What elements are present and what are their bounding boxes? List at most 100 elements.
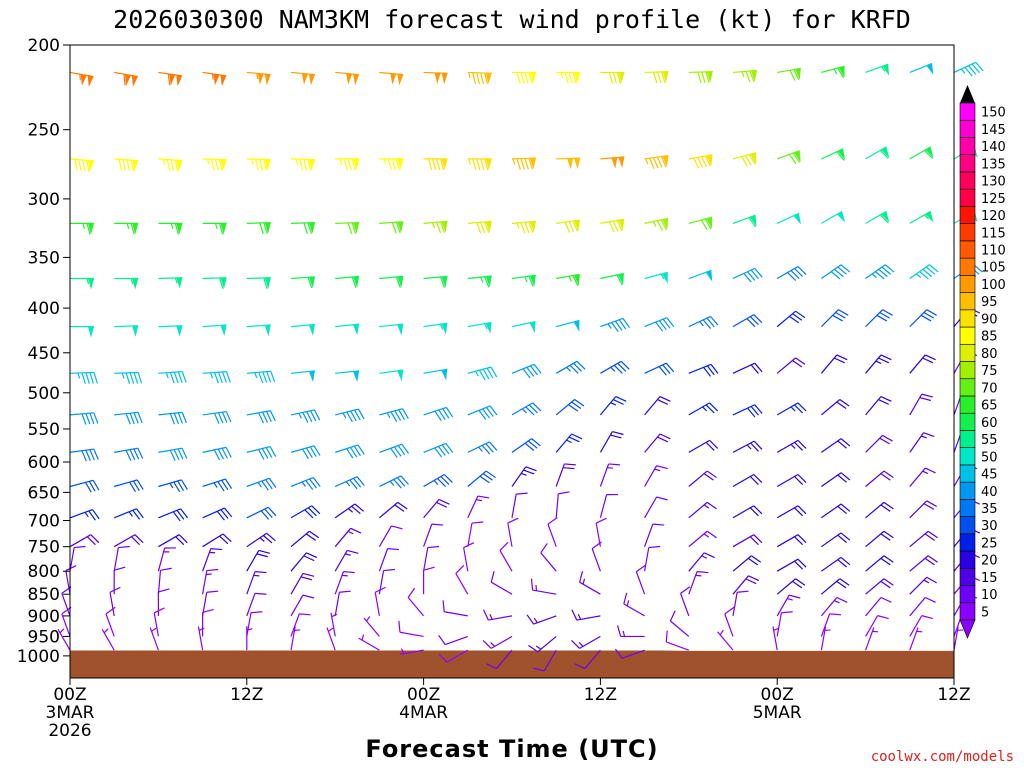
barb-full <box>792 359 803 368</box>
wind-barb <box>455 564 469 595</box>
wind-barb <box>499 541 513 572</box>
barb-full <box>482 408 491 419</box>
wind-barb <box>669 610 690 637</box>
barb-staff <box>109 592 115 616</box>
barb-full <box>434 410 442 422</box>
colorbar-swatch <box>959 395 976 414</box>
barb-flag <box>169 73 176 86</box>
barb-half <box>524 276 528 283</box>
wind-barb <box>732 473 763 488</box>
wind-barb <box>70 277 94 290</box>
barb-full <box>310 410 317 422</box>
wind-barb <box>600 360 630 374</box>
barb-half <box>626 600 630 607</box>
barb-staff <box>511 321 536 328</box>
barb-full <box>616 274 623 286</box>
barb-full <box>177 412 183 424</box>
barb-full <box>485 443 494 453</box>
barb-flag <box>573 320 580 332</box>
x-tick-year: 2026 <box>48 721 91 741</box>
wind-barb <box>909 596 936 617</box>
colorbar-swatch <box>959 412 976 431</box>
barb-full <box>86 160 90 172</box>
wind-barb <box>644 496 668 519</box>
barb-full <box>258 412 265 424</box>
barb-flag <box>353 276 360 288</box>
barb-staff <box>378 525 392 547</box>
barb-half <box>568 275 572 282</box>
barb-full <box>835 311 846 319</box>
wind-barb <box>821 148 846 161</box>
barb-full <box>481 444 491 455</box>
wind-barb <box>290 505 321 519</box>
barb-half <box>535 645 542 650</box>
wind-barb <box>423 71 448 85</box>
barb-staff <box>909 62 933 74</box>
barb-full <box>93 448 99 460</box>
barb-full <box>748 575 760 582</box>
wind-barb <box>423 275 448 288</box>
wind-barb <box>644 271 668 284</box>
barb-full <box>472 158 477 171</box>
barb-full <box>881 266 892 275</box>
barb-flag <box>346 73 353 85</box>
barb-half <box>645 158 649 165</box>
wind-barb <box>579 571 601 595</box>
wind-barb <box>202 371 231 384</box>
barb-flag <box>80 74 87 86</box>
barb-staff <box>599 494 608 518</box>
credit-link[interactable]: coolwx.com/models <box>871 749 1014 765</box>
barb-full <box>478 410 487 420</box>
wind-barb <box>290 476 321 490</box>
colorbar-swatch <box>959 137 976 155</box>
wind-barb <box>290 409 321 423</box>
barb-full <box>792 580 803 589</box>
barb-full <box>137 412 143 424</box>
barb-full <box>923 432 935 438</box>
barb-half <box>483 323 488 330</box>
barb-full <box>136 479 144 490</box>
barb-full <box>258 549 270 554</box>
colorbar-swatch <box>959 447 976 466</box>
barb-full <box>347 158 352 171</box>
wind-barb <box>467 405 498 420</box>
wind-barb <box>482 635 513 649</box>
barb-full <box>256 553 268 558</box>
wind-barb <box>398 620 424 638</box>
wind-barb <box>776 578 806 595</box>
barb-full <box>210 548 223 551</box>
barb-full <box>616 220 623 232</box>
y-tick-label: 250 <box>28 121 60 141</box>
barb-full <box>214 372 219 384</box>
barb-staff <box>423 523 433 547</box>
barb-full <box>749 476 759 485</box>
barb-staff <box>202 158 227 161</box>
colorbar-swatch <box>959 154 976 173</box>
barb-full <box>879 214 889 224</box>
barb-full <box>608 72 613 84</box>
barb-full <box>571 433 583 440</box>
barb-flag <box>397 221 404 233</box>
barb-full <box>568 404 579 412</box>
barb-half <box>871 273 877 279</box>
barb-full <box>221 371 227 383</box>
barb-full <box>829 613 842 616</box>
colorbar-label: 130 <box>981 175 1006 190</box>
barb-full <box>794 441 804 451</box>
wind-barb <box>820 613 842 637</box>
colorbar-swatch <box>959 188 976 207</box>
ground-fill <box>70 650 954 678</box>
barb-staff <box>670 620 690 637</box>
wind-barb <box>158 508 189 522</box>
barb-full <box>206 590 219 593</box>
wind-barb <box>379 221 404 234</box>
colorbar-label: 10 <box>981 588 998 603</box>
colorbar-swatch <box>959 102 976 121</box>
barb-flag <box>87 160 94 172</box>
barb-staff <box>499 550 513 572</box>
barb-staff <box>445 635 469 646</box>
wind-barb <box>246 221 271 235</box>
barb-staff <box>423 547 429 572</box>
x-tick-label: 00Z <box>761 685 794 705</box>
barb-staff <box>496 649 513 669</box>
